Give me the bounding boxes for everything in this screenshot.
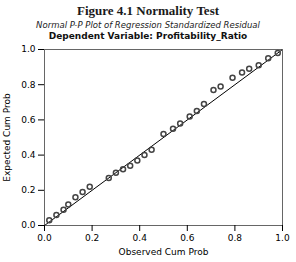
html-text:Figure 4.1 Normality Test: Figure 4.1 Normality Test xyxy=(77,3,219,18)
svg-text:0.8: 0.8 xyxy=(21,80,36,90)
svg-text:0.8: 0.8 xyxy=(228,233,243,243)
svg-text:Observed Cum Prob: Observed Cum Prob xyxy=(119,247,209,257)
svg-text:0.2: 0.2 xyxy=(85,233,99,243)
svg-text:Expected Cum Prob: Expected Cum Prob xyxy=(2,93,12,182)
svg-text:0.6: 0.6 xyxy=(21,115,36,125)
html-text:Dependent Variable: Profitabil: Dependent Variable: Profitability_Ratio xyxy=(48,31,248,41)
svg-text:0.4: 0.4 xyxy=(133,233,148,243)
svg-text:1.0: 1.0 xyxy=(21,44,36,54)
svg-text:0.6: 0.6 xyxy=(180,233,195,243)
html-text:Normal P-P Plot of Regression: Normal P-P Plot of Regression Standardiz… xyxy=(36,20,260,30)
svg-text:0.0: 0.0 xyxy=(21,220,36,230)
svg-text:0.2: 0.2 xyxy=(21,185,35,195)
svg-text:0.0: 0.0 xyxy=(37,233,52,243)
svg-text:1.0: 1.0 xyxy=(275,233,290,243)
svg-text:0.4: 0.4 xyxy=(21,150,36,160)
